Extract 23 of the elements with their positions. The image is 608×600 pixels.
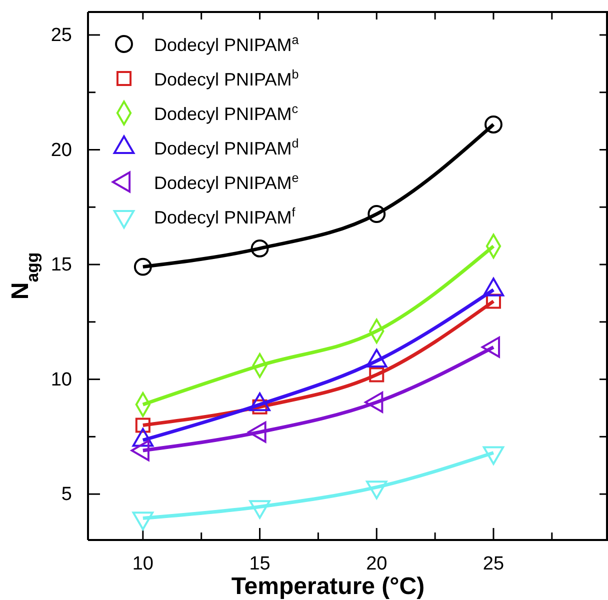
legend-label: Dodecyl PNIPAM$^{c}$	[154, 102, 298, 124]
x-tick-label: 20	[366, 553, 388, 574]
point	[134, 258, 152, 276]
x-tick-label: 25	[482, 553, 504, 574]
point	[369, 367, 384, 382]
y-tick-label: 25	[50, 25, 72, 46]
point	[484, 116, 502, 134]
point	[486, 294, 501, 309]
legend-label: Dodecyl PNIPAM$^{a}$	[154, 33, 299, 55]
x-tick-label: 15	[249, 553, 270, 574]
legend-label: Dodecyl PNIPAM$^{f}$	[154, 206, 296, 228]
x-tick-label: 10	[132, 553, 154, 574]
point	[250, 239, 269, 258]
y-tick-label: 15	[50, 254, 72, 276]
point	[135, 418, 150, 433]
y-tick-label: 5	[61, 484, 72, 506]
legend-label: Dodecyl PNIPAM$^{b}$	[154, 68, 299, 90]
point	[368, 205, 386, 223]
y-tick-label: 10	[50, 369, 72, 390]
x-axis-title: Temperature (°C)	[231, 573, 425, 600]
y-tick-label: 20	[50, 140, 72, 161]
legend-label: Dodecyl PNIPAM$^{e}$	[154, 171, 299, 193]
legend-label: Dodecyl PNIPAM$^{d}$	[154, 136, 299, 158]
